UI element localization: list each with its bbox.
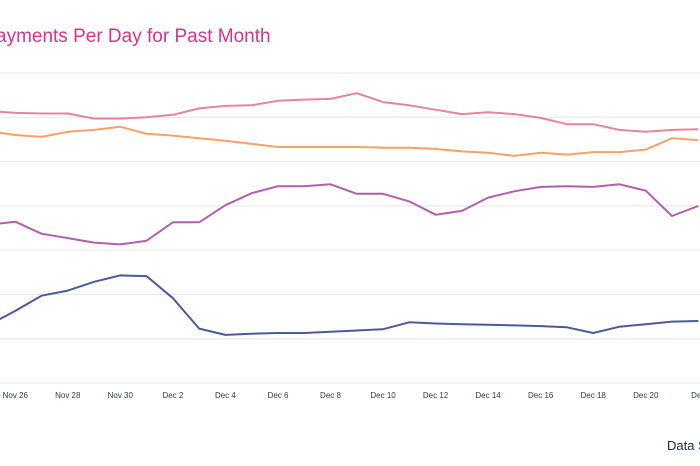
x-tick-label: Dec 6 — [268, 391, 289, 400]
x-tick-label: Dec 18 — [581, 391, 607, 400]
x-tick-label: Dec 4 — [215, 391, 236, 400]
x-tick-label: Dec 20 — [633, 391, 659, 400]
series-line-1 — [0, 92, 699, 133]
source-note: Data S — [667, 438, 700, 453]
x-axis-tick-labels: Nov 26 Nov 28 Nov 30 Dec 2 Dec 4 Dec 6 Dec 8 De… — [3, 391, 700, 400]
x-tick-label: Dec 8 — [320, 391, 341, 400]
x-tick-label: Dec 12 — [423, 391, 449, 400]
x-tick-label: Dec — [691, 391, 700, 400]
chart-title: ayments Per Day for Past Month — [0, 26, 271, 47]
x-tick-label: Dec 2 — [162, 391, 183, 400]
x-tick-label: Nov 28 — [55, 391, 81, 400]
series-lines — [0, 92, 699, 336]
x-tick-label: Nov 30 — [108, 391, 134, 400]
x-tick-label: Dec 10 — [370, 391, 396, 400]
gridlines — [0, 72, 700, 384]
series-line-4 — [0, 274, 699, 336]
x-tick-label: Dec 14 — [475, 391, 501, 400]
x-tick-label: Nov 26 — [3, 391, 29, 400]
series-line-2 — [0, 125, 699, 157]
series-line-3 — [0, 183, 699, 246]
x-tick-label: Dec 16 — [528, 391, 554, 400]
